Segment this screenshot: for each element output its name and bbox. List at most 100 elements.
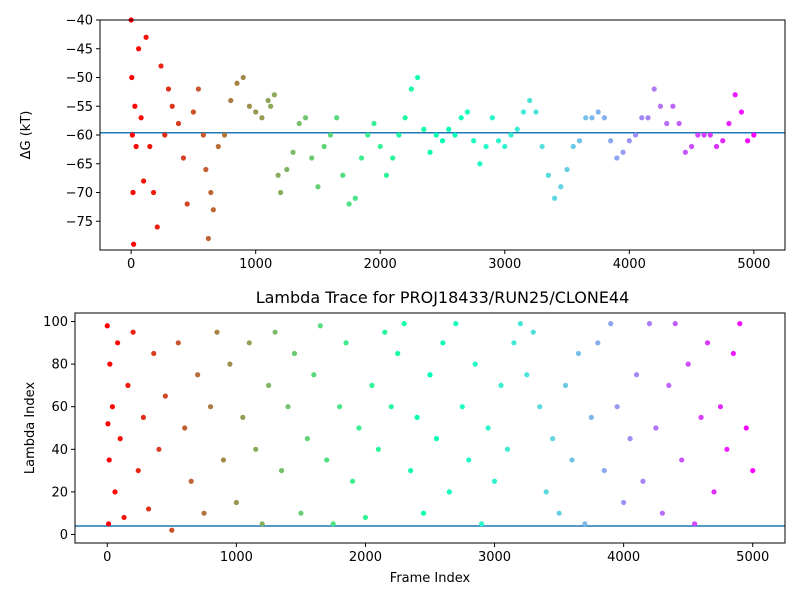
data-point bbox=[268, 103, 274, 109]
data-point bbox=[107, 361, 113, 367]
data-point bbox=[651, 86, 657, 92]
data-point bbox=[309, 155, 315, 161]
data-point bbox=[390, 155, 396, 161]
data-point bbox=[220, 457, 227, 463]
data-point bbox=[459, 404, 465, 410]
data-point bbox=[296, 120, 302, 127]
data-point bbox=[427, 372, 433, 378]
data-point bbox=[388, 404, 394, 410]
data-point bbox=[530, 329, 536, 335]
data-point bbox=[453, 321, 459, 327]
data-point bbox=[556, 510, 562, 516]
data-point bbox=[154, 224, 160, 230]
data-point bbox=[514, 126, 520, 132]
data-point bbox=[290, 149, 296, 155]
data-point bbox=[337, 404, 343, 410]
data-point bbox=[737, 321, 743, 327]
data-point bbox=[670, 103, 676, 109]
data-point bbox=[672, 321, 678, 327]
data-point bbox=[504, 446, 511, 452]
delta-g-y-ticks: −75 −70 −65 −60 −55 −50 −45 −40 bbox=[66, 14, 100, 230]
data-point bbox=[130, 329, 136, 335]
data-point bbox=[527, 97, 533, 104]
delta-g-axes-frame bbox=[99, 19, 786, 251]
data-point bbox=[720, 138, 726, 144]
data-point bbox=[200, 132, 206, 138]
data-point bbox=[246, 103, 253, 109]
lambda-axes-frame bbox=[74, 312, 786, 544]
y-tick-label: −40 bbox=[66, 14, 93, 29]
data-point bbox=[408, 86, 414, 92]
data-point bbox=[104, 323, 110, 329]
lambda-y-axis-label: Lambda Index bbox=[23, 382, 38, 475]
delta-g-panel: 0 1000 2000 3000 4000 5000 −75 −70 −65 −60 −55 −50… bbox=[19, 14, 786, 272]
x-tick-label: 3000 bbox=[488, 257, 521, 272]
y-tick-label: −45 bbox=[66, 42, 93, 57]
data-point bbox=[133, 143, 139, 150]
data-point bbox=[129, 132, 135, 138]
data-point bbox=[321, 143, 327, 150]
data-point bbox=[564, 166, 570, 173]
data-point bbox=[240, 414, 246, 420]
data-point bbox=[129, 74, 135, 81]
y-tick-label: 100 bbox=[43, 315, 68, 330]
data-point bbox=[266, 382, 272, 389]
data-point bbox=[558, 184, 564, 190]
data-point bbox=[738, 109, 745, 115]
y-tick-label: −60 bbox=[66, 129, 93, 144]
data-point bbox=[343, 340, 349, 346]
data-point bbox=[215, 143, 221, 150]
data-point bbox=[621, 499, 627, 506]
x-tick-label: 0 bbox=[127, 257, 135, 272]
y-tick-label: −50 bbox=[66, 71, 93, 86]
data-point bbox=[395, 350, 401, 357]
data-point bbox=[240, 74, 246, 81]
data-point bbox=[135, 467, 141, 474]
data-point bbox=[751, 132, 757, 138]
delta-g-points bbox=[128, 17, 757, 247]
data-point bbox=[259, 115, 265, 121]
data-point bbox=[362, 514, 369, 521]
data-point bbox=[464, 109, 471, 115]
data-point bbox=[140, 178, 147, 184]
data-point bbox=[666, 382, 672, 389]
data-point bbox=[679, 457, 685, 463]
data-point bbox=[315, 184, 321, 190]
data-point bbox=[188, 478, 194, 484]
data-point bbox=[327, 132, 334, 138]
data-point bbox=[646, 321, 653, 327]
data-point bbox=[745, 138, 751, 144]
x-tick-label: 4000 bbox=[613, 257, 646, 272]
data-point bbox=[682, 149, 688, 155]
lambda-points bbox=[104, 321, 756, 533]
data-point bbox=[614, 155, 620, 161]
data-point bbox=[207, 404, 214, 410]
lambda-panel-title: Lambda Trace for PROJ18433/RUN25/CLONE44 bbox=[256, 288, 630, 307]
data-point bbox=[511, 340, 517, 346]
data-point bbox=[136, 46, 142, 52]
y-tick-label: −65 bbox=[66, 157, 93, 172]
data-point bbox=[440, 340, 446, 346]
data-point bbox=[517, 321, 523, 327]
data-point bbox=[195, 372, 201, 378]
data-point bbox=[433, 132, 439, 138]
data-point bbox=[233, 499, 239, 506]
data-point bbox=[543, 489, 549, 495]
data-point bbox=[184, 201, 190, 207]
data-point bbox=[365, 132, 371, 138]
data-point bbox=[537, 404, 543, 410]
data-point bbox=[713, 143, 720, 150]
y-tick-label: 80 bbox=[51, 358, 68, 373]
data-point bbox=[203, 166, 209, 173]
x-tick-label: 0 bbox=[103, 550, 111, 565]
data-point bbox=[182, 425, 188, 431]
data-point bbox=[550, 436, 556, 442]
data-point bbox=[726, 120, 732, 127]
data-point bbox=[375, 446, 381, 452]
data-point bbox=[275, 172, 281, 178]
data-point bbox=[498, 382, 504, 389]
data-point bbox=[109, 404, 116, 410]
data-point bbox=[657, 103, 664, 109]
data-point bbox=[169, 103, 175, 109]
data-point bbox=[508, 132, 514, 138]
